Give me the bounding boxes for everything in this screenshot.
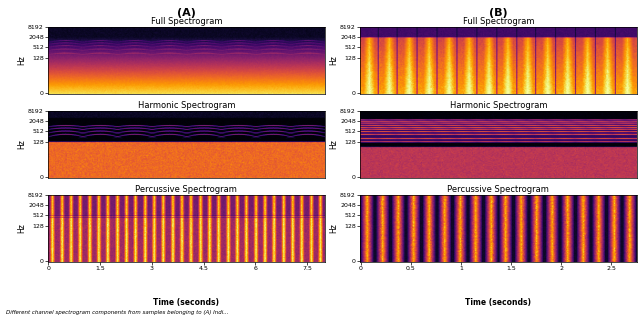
Title: Full Spectrogram: Full Spectrogram — [463, 17, 534, 26]
Y-axis label: Hz: Hz — [18, 55, 27, 65]
Text: Different channel spectrogram components from samples belonging to (A) Indi...: Different channel spectrogram components… — [6, 310, 229, 315]
Y-axis label: Hz: Hz — [330, 223, 339, 233]
Text: Time (seconds): Time (seconds) — [465, 299, 531, 307]
Title: Percussive Spectrogram: Percussive Spectrogram — [136, 185, 237, 194]
Title: Harmonic Spectrogram: Harmonic Spectrogram — [138, 101, 235, 110]
Title: Percussive Spectrogram: Percussive Spectrogram — [447, 185, 549, 194]
Title: Full Spectrogram: Full Spectrogram — [150, 17, 222, 26]
Y-axis label: Hz: Hz — [330, 139, 339, 149]
Y-axis label: Hz: Hz — [18, 139, 27, 149]
Y-axis label: Hz: Hz — [18, 223, 27, 233]
Text: (A): (A) — [177, 8, 196, 18]
Title: Harmonic Spectrogram: Harmonic Spectrogram — [450, 101, 547, 110]
Y-axis label: Hz: Hz — [330, 55, 339, 65]
Text: Time (seconds): Time (seconds) — [154, 299, 220, 307]
Text: (B): (B) — [489, 8, 508, 18]
